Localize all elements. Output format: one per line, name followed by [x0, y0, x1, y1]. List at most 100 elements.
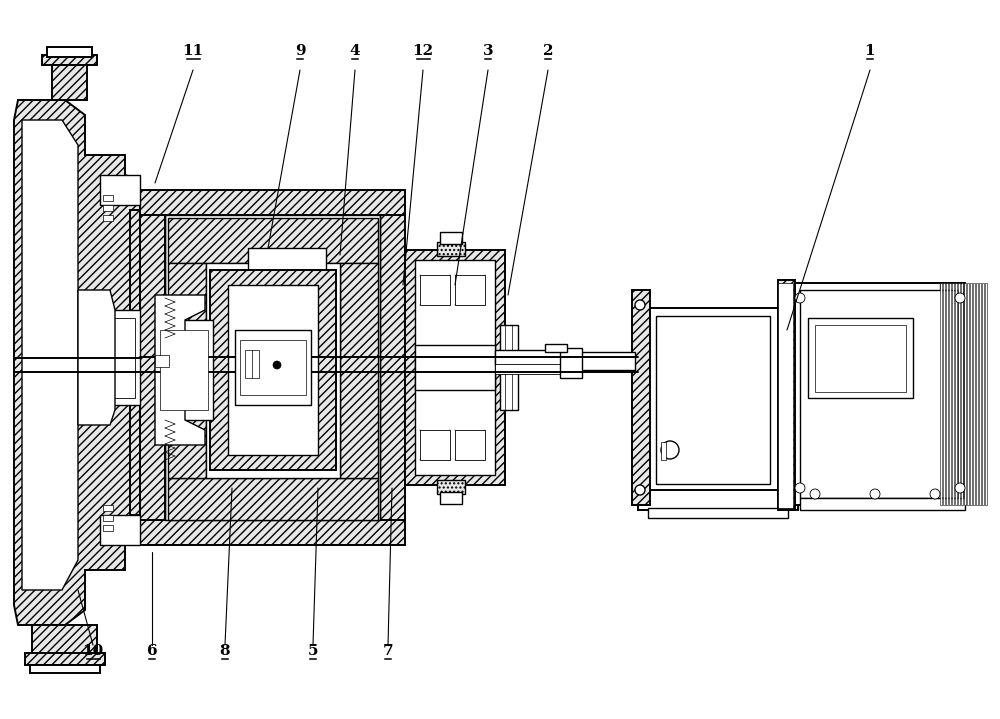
- Bar: [982, 283, 984, 505]
- Text: 2: 2: [543, 44, 553, 58]
- Bar: [949, 283, 951, 505]
- Bar: [778, 285, 793, 510]
- Bar: [964, 283, 966, 505]
- Bar: [955, 283, 957, 505]
- Text: 9: 9: [295, 44, 305, 58]
- Bar: [437, 242, 465, 256]
- Bar: [580, 352, 635, 370]
- Bar: [778, 283, 793, 508]
- Text: 8: 8: [220, 644, 230, 658]
- Bar: [415, 260, 495, 475]
- Bar: [100, 175, 140, 205]
- Circle shape: [795, 293, 805, 303]
- Bar: [973, 283, 975, 505]
- Bar: [52, 60, 87, 100]
- Bar: [638, 488, 798, 510]
- Bar: [560, 348, 582, 378]
- Bar: [940, 283, 942, 505]
- Bar: [103, 515, 113, 521]
- Circle shape: [955, 293, 965, 303]
- Bar: [245, 350, 259, 378]
- Polygon shape: [155, 295, 205, 445]
- Bar: [946, 283, 948, 505]
- Bar: [420, 275, 450, 305]
- Bar: [103, 215, 113, 221]
- Bar: [168, 218, 378, 263]
- Circle shape: [635, 485, 645, 495]
- Bar: [976, 283, 978, 505]
- Text: 12: 12: [412, 44, 434, 58]
- Polygon shape: [14, 100, 140, 625]
- Bar: [240, 340, 306, 395]
- Circle shape: [810, 489, 820, 499]
- Bar: [210, 270, 336, 470]
- Bar: [85, 310, 140, 405]
- Bar: [437, 480, 465, 494]
- Circle shape: [635, 300, 645, 310]
- Bar: [228, 285, 318, 455]
- Bar: [155, 320, 213, 420]
- Bar: [140, 215, 165, 520]
- Text: 7: 7: [383, 644, 393, 658]
- Bar: [248, 248, 326, 293]
- Circle shape: [273, 361, 281, 369]
- Text: 6: 6: [147, 644, 157, 658]
- Bar: [140, 190, 405, 215]
- Bar: [800, 290, 958, 498]
- Bar: [495, 364, 580, 374]
- Bar: [940, 283, 963, 505]
- Bar: [970, 283, 972, 505]
- Bar: [103, 205, 113, 211]
- Bar: [103, 525, 113, 531]
- Circle shape: [870, 489, 880, 499]
- Bar: [800, 498, 965, 510]
- Bar: [793, 283, 965, 505]
- Bar: [42, 55, 97, 65]
- Text: 3: 3: [483, 44, 493, 58]
- Bar: [455, 275, 485, 305]
- Bar: [130, 210, 155, 515]
- Bar: [648, 308, 778, 490]
- Bar: [32, 625, 97, 655]
- Bar: [160, 330, 208, 410]
- Bar: [165, 215, 380, 520]
- Bar: [103, 195, 113, 201]
- Circle shape: [795, 483, 805, 493]
- Bar: [952, 283, 954, 505]
- Bar: [961, 283, 963, 505]
- Circle shape: [955, 483, 965, 493]
- Bar: [168, 263, 206, 478]
- Bar: [420, 430, 450, 460]
- Text: 10: 10: [82, 644, 104, 658]
- Bar: [495, 350, 580, 365]
- Bar: [155, 355, 169, 367]
- Bar: [979, 283, 981, 505]
- Bar: [440, 492, 462, 504]
- Bar: [235, 330, 311, 405]
- Bar: [415, 345, 495, 390]
- Bar: [958, 283, 960, 505]
- Polygon shape: [78, 290, 115, 425]
- Circle shape: [930, 489, 940, 499]
- Bar: [440, 232, 462, 244]
- Bar: [815, 325, 906, 392]
- Bar: [500, 325, 518, 410]
- Bar: [943, 283, 945, 505]
- Bar: [47, 47, 92, 57]
- Text: 4: 4: [350, 44, 360, 58]
- Bar: [808, 318, 913, 398]
- Bar: [206, 263, 340, 478]
- Bar: [30, 665, 100, 673]
- Text: 5: 5: [308, 644, 318, 658]
- Polygon shape: [22, 120, 78, 590]
- Bar: [168, 478, 378, 520]
- Bar: [967, 283, 969, 505]
- Bar: [380, 215, 405, 520]
- Bar: [985, 283, 987, 505]
- Bar: [648, 508, 788, 518]
- Circle shape: [661, 441, 679, 459]
- Bar: [661, 442, 666, 460]
- Bar: [778, 280, 795, 508]
- Bar: [140, 520, 405, 545]
- Bar: [405, 250, 505, 485]
